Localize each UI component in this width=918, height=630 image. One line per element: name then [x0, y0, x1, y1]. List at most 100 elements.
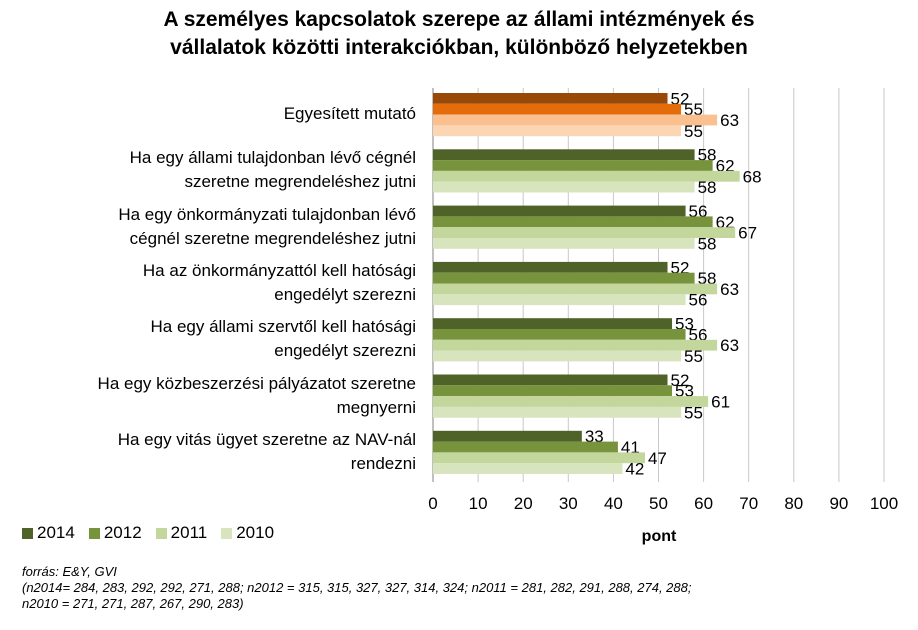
bar [433, 294, 686, 306]
bar [433, 350, 682, 362]
bar [433, 170, 740, 182]
chart-title-line-2: vállalatok közötti interakciókban, külön… [170, 36, 748, 59]
bar [433, 441, 618, 453]
category-label-line: engedélyt szerezni [274, 341, 416, 361]
bar [433, 93, 668, 104]
data-label: 68 [743, 167, 762, 186]
sample-note-line-1: (n2014= 284, 283, 292, 292, 271, 288; n2… [22, 580, 692, 595]
category-label: Egyesített mutató [0, 102, 416, 126]
category-label-line: Ha egy önkormányzati tulajdonban lévő [118, 204, 416, 224]
data-label: 56 [689, 291, 708, 310]
x-tick-label: 80 [784, 494, 803, 513]
category-label: Ha egy önkormányzati tulajdonban lévő cég… [0, 203, 416, 251]
bar [433, 103, 682, 115]
bar [433, 114, 718, 126]
category-label-line: szeretne megrendeléshez jutni [184, 172, 416, 192]
category-label-line: rendezni [350, 453, 416, 473]
data-label: 56 [689, 325, 708, 344]
category-label-line: Egyesített mutató [283, 104, 416, 124]
data-label: 63 [720, 336, 739, 355]
data-label: 61 [711, 393, 730, 412]
legend: 2014 2012 2011 2010 [22, 523, 288, 543]
legend-item-2014: 2014 [22, 523, 75, 543]
category-label-line: engedélyt szerezni [274, 285, 416, 305]
x-tick-label: 20 [514, 494, 533, 513]
bar [433, 430, 582, 442]
bar [433, 160, 713, 171]
bar [433, 452, 645, 464]
chart-title-line-1: A személyes kapcsolatok szerepe az állam… [163, 8, 755, 31]
footer: forrás: E&Y, GVI (n2014= 284, 283, 292, … [22, 564, 691, 612]
x-tick-label: 10 [469, 494, 488, 513]
bar [433, 125, 682, 137]
legend-label: 2011 [170, 523, 208, 542]
bar [433, 318, 673, 329]
bar [433, 238, 695, 249]
category-label: Ha egy vitás ügyet szeretne az NAV-nál re… [0, 428, 416, 476]
category-label-line: Ha egy állami szervtől kell hatósági [150, 317, 416, 337]
bar [433, 463, 623, 474]
bar [433, 272, 695, 284]
category-label-line: Ha egy állami tulajdonban lévő cégnél [129, 148, 416, 168]
legend-item-2012: 2012 [88, 523, 142, 543]
sample-note-line-2: n2010 = 271, 271, 287, 267, 290, 283) [22, 596, 244, 611]
legend-label: 2012 [103, 523, 142, 542]
bar [433, 149, 695, 161]
source-note: forrás: E&Y, GVI [22, 564, 117, 579]
bar [433, 261, 668, 273]
bar [433, 205, 686, 217]
data-label: 63 [720, 111, 739, 130]
x-tick-label: 40 [604, 494, 623, 513]
bar [433, 406, 682, 418]
bar [433, 396, 709, 407]
category-label-line: Ha egy közbeszerzési pályázatot szeretne [97, 373, 416, 393]
category-label: Ha egy állami tulajdonban lévő cégnél sze… [0, 146, 416, 194]
legend-swatch [221, 527, 233, 539]
data-label: 55 [684, 403, 703, 422]
data-label: 67 [738, 224, 757, 243]
bar [433, 216, 713, 228]
category-label: Ha egy közbeszerzési pályázatot szeretne… [0, 372, 416, 420]
legend-label: 2010 [236, 523, 275, 542]
bar [433, 283, 718, 295]
data-label: 41 [621, 438, 640, 457]
bar [433, 374, 668, 386]
data-label: 56 [689, 202, 708, 221]
data-label: 58 [698, 178, 717, 197]
data-label: 55 [684, 100, 703, 119]
data-label: 52 [671, 89, 690, 108]
legend-swatch [88, 527, 100, 539]
data-label: 55 [684, 122, 703, 141]
legend-item-2010: 2010 [221, 523, 274, 543]
data-label: 53 [675, 315, 694, 334]
category-label-line: megnyerni [336, 397, 416, 417]
bar [433, 227, 736, 238]
chart-title: A személyes kapcsolatok szerepe az állam… [0, 6, 918, 62]
data-label: 42 [625, 460, 644, 479]
x-tick-label: 100 [870, 494, 898, 513]
data-label: 52 [671, 258, 690, 277]
legend-item-2011: 2011 [155, 523, 208, 543]
x-axis-label: pont [642, 528, 677, 545]
data-label: 58 [698, 269, 717, 288]
bar [433, 339, 718, 351]
x-tick-label: 90 [829, 494, 848, 513]
bar [433, 385, 673, 397]
category-label-line: Ha az önkormányzattól kell hatósági [142, 261, 416, 281]
category-label: Ha az önkormányzattól kell hatósági enged… [0, 259, 416, 307]
x-tick-label: 50 [649, 494, 668, 513]
x-tick-label: 70 [739, 494, 758, 513]
data-label: 62 [716, 213, 735, 232]
bar [433, 181, 695, 193]
bar [433, 329, 686, 340]
category-label-line: Ha egy vitás ügyet szeretne az NAV-nál [117, 429, 416, 449]
data-label: 33 [585, 427, 604, 446]
x-tick-label: 60 [694, 494, 713, 513]
data-label: 58 [698, 234, 717, 253]
legend-label: 2014 [37, 523, 75, 542]
data-label: 47 [648, 449, 667, 468]
data-label: 62 [716, 157, 735, 176]
x-tick-label: 0 [428, 494, 437, 513]
legend-swatch [155, 527, 167, 539]
